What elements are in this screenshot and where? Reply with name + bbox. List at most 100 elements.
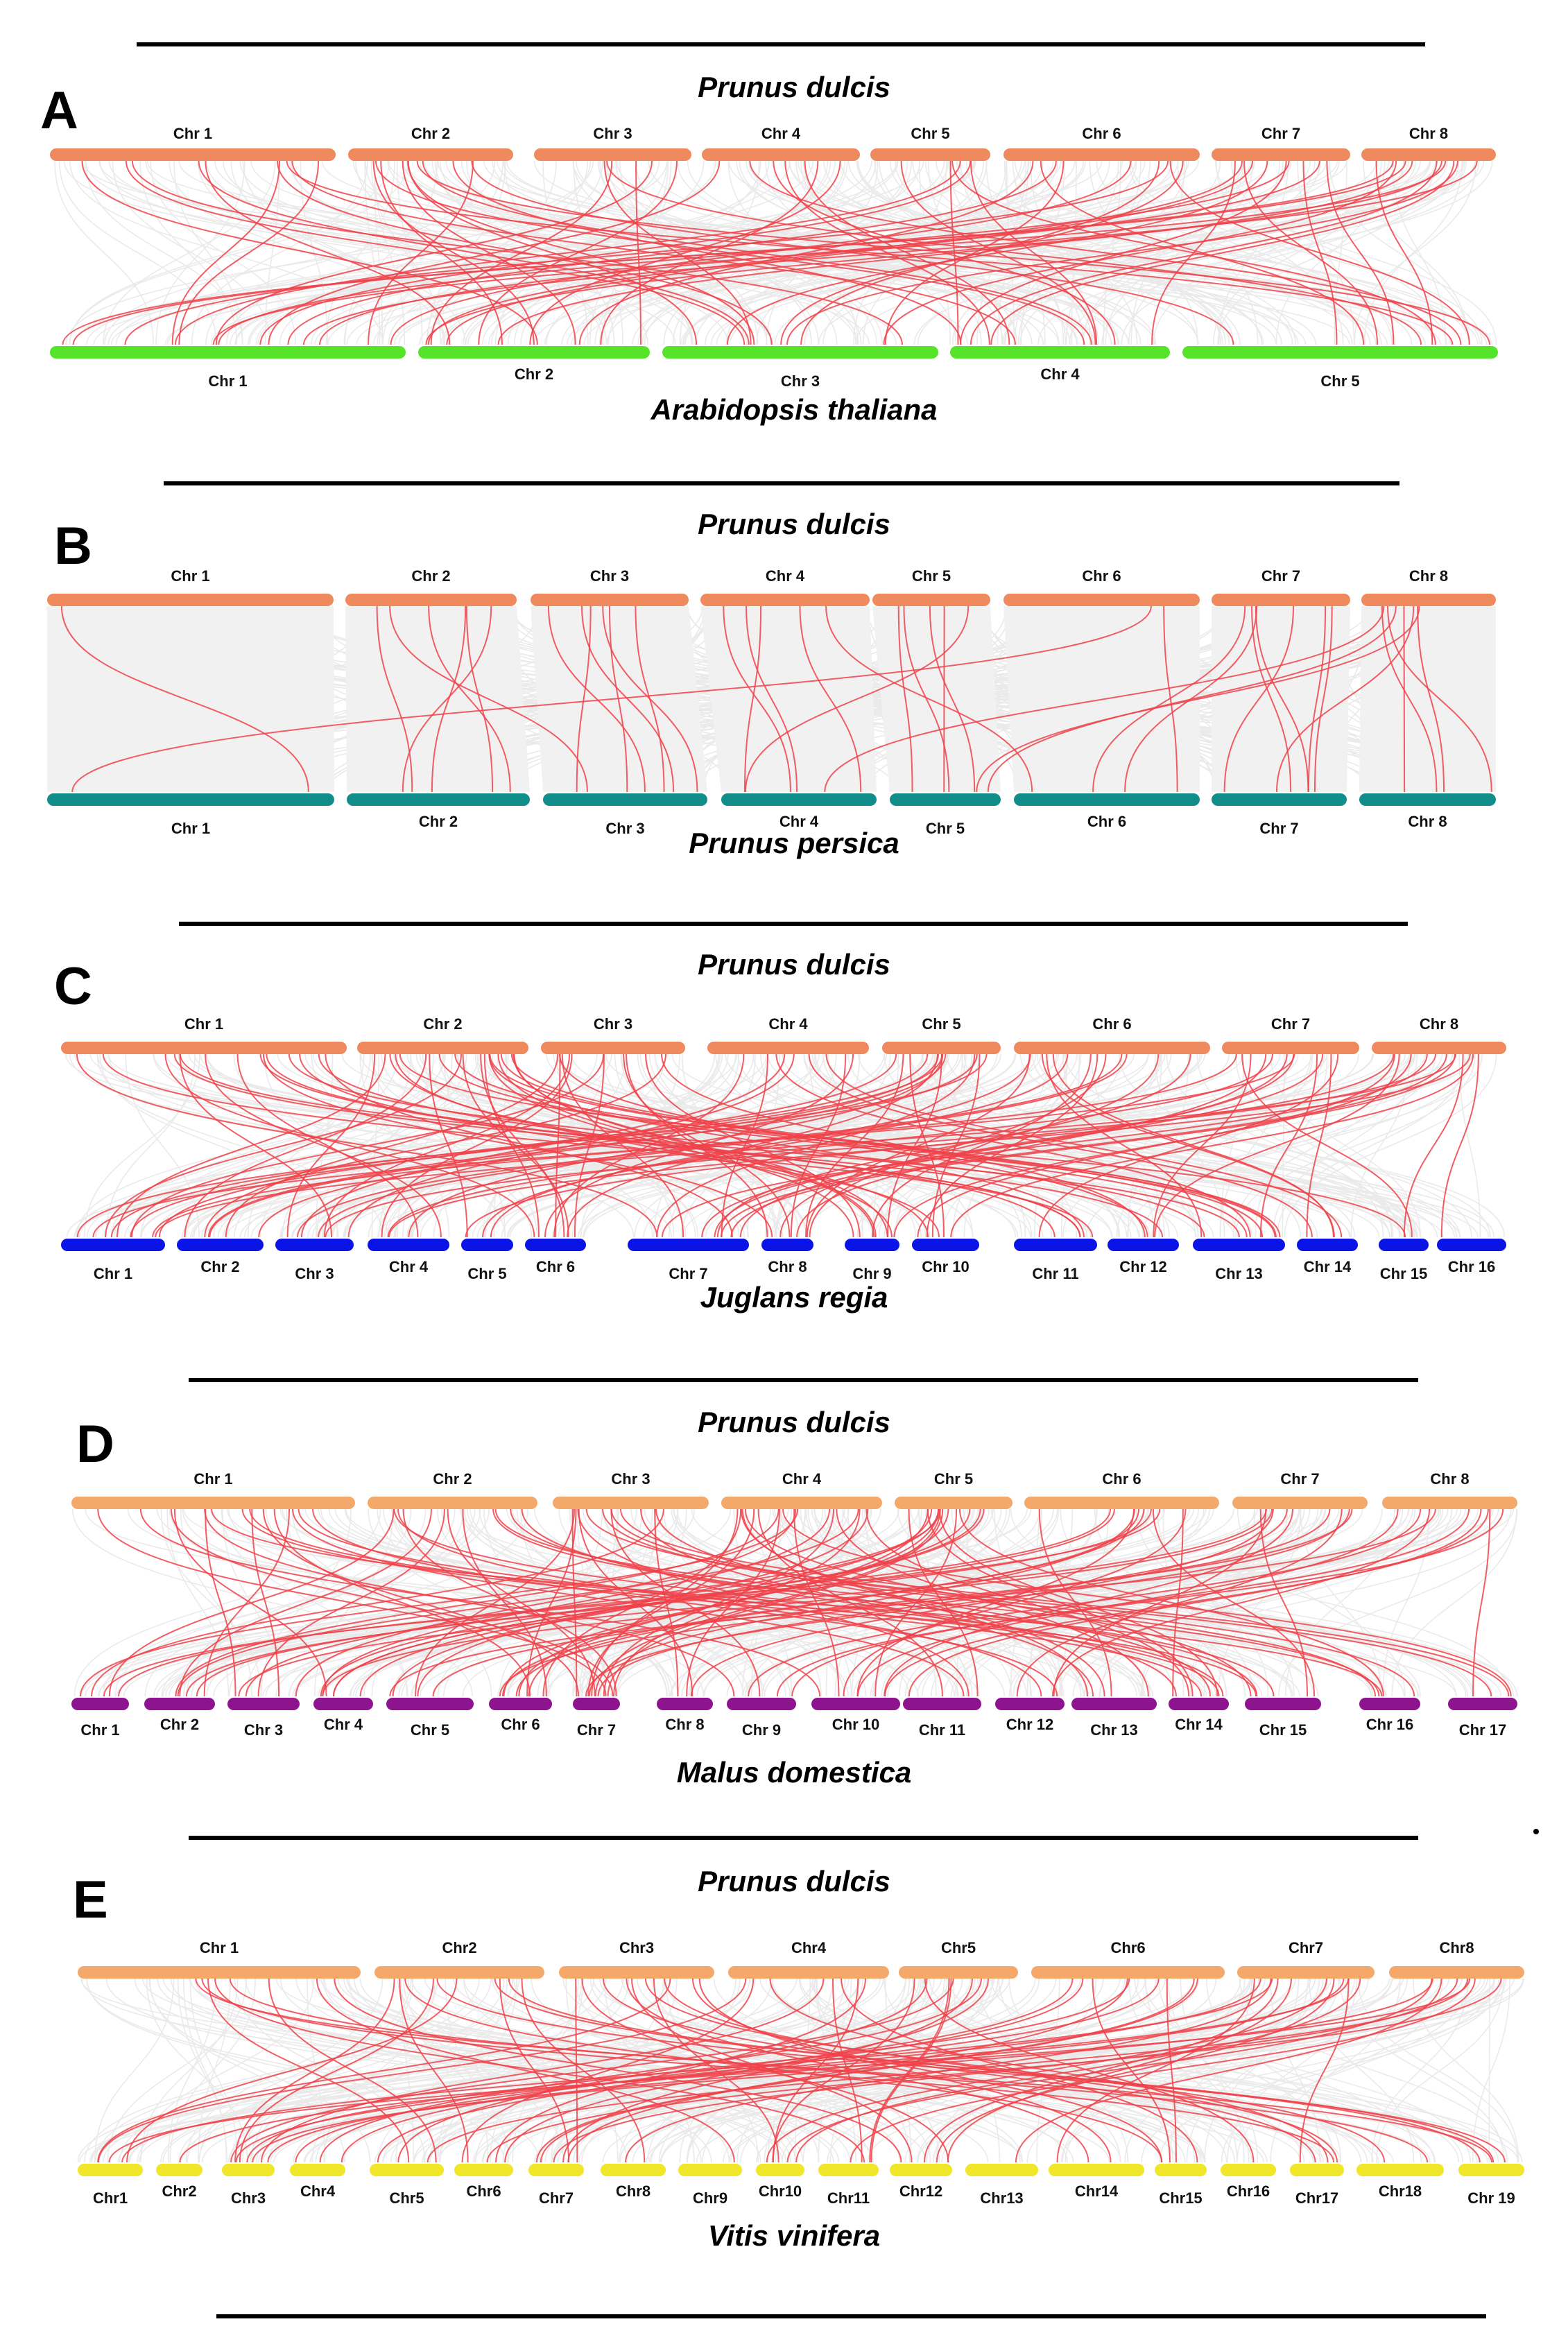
bottom-chromosome-label: Chr 15 [1259,1721,1307,1739]
bottom-chromosome-bar [995,1698,1065,1710]
bottom-chromosome-bar [156,2164,203,2176]
top-chromosome-bar [1372,1042,1506,1054]
bottom-chromosome-label: Chr8 [616,2182,651,2200]
bottom-chromosome-bar [890,793,1001,806]
panel-label: D [76,1415,114,1474]
bottom-chromosome-label: Chr 1 [80,1721,119,1739]
top-chromosome-bar [1212,148,1350,161]
collinear-block [345,606,530,792]
top-chromosome-label: Chr 2 [433,1470,472,1488]
bottom-chromosome-bar [222,2164,275,2176]
bottom-chromosome-label: Chr7 [539,2189,574,2207]
bottom-species-label: Prunus persica [689,827,899,859]
bottom-chromosome-label: Chr 11 [1032,1265,1078,1282]
top-chromosome-bar [1212,594,1350,606]
top-chromosome-label: Chr6 [1110,1939,1145,1956]
top-chromosome-bar [531,594,689,606]
top-chromosome-label: Chr 8 [1430,1470,1469,1488]
top-chromosome-bar [374,1966,544,1979]
bottom-chromosome-bar [144,1698,215,1710]
top-chromosome-label: Chr2 [442,1939,476,1956]
top-chromosome-bar [368,1497,537,1509]
panel-c: Chr 1 Chr 2 Chr 3 Chr 4 Chr 5 Chr 6 Chr 7 Chr 8… [54,922,1506,1314]
stray-dot [1533,1829,1539,1834]
bottom-chromosome-bar [573,1698,620,1710]
red-synteny-links [60,605,1492,793]
bottom-chromosome-bar [313,1698,373,1710]
top-chromosome-label: Chr5 [941,1939,976,1956]
bottom-chromosome-bar [1014,793,1200,806]
bottom-chromosome-bar [965,2164,1038,2176]
bottom-chromosome-bar [78,2164,143,2176]
top-species-label: Prunus dulcis [698,71,890,103]
top-species-label: Prunus dulcis [698,1865,890,1897]
top-chromosome-bar [559,1966,714,1979]
top-chromosome-label: Chr 6 [1102,1470,1141,1488]
bottom-species-label: Vitis vinifera [708,2219,880,2252]
bottom-chromosome-label: Chr 8 [1408,813,1447,830]
bottom-chromosome-label: Chr 12 [1006,1716,1053,1733]
bottom-chromosome-label: Chr 3 [244,1721,283,1739]
top-chromosome-label: Chr 6 [1082,125,1121,142]
bottom-chromosome-bar [386,1698,474,1710]
bottom-chromosome-label: Chr 5 [1320,372,1359,390]
top-chromosome-label: Chr 8 [1409,567,1448,585]
top-chromosome-label: Chr 3 [611,1470,650,1488]
bottom-chromosome-bar [1290,2164,1344,2176]
top-chromosome-bar [707,1042,869,1054]
bottom-chromosome-bar [61,1239,165,1251]
bottom-chromosome-bar [811,1698,900,1710]
bottom-chromosome-label: Chr 8 [768,1258,807,1275]
top-species-label: Prunus dulcis [698,948,890,981]
bottom-chromosome-label: Chr 6 [501,1716,540,1733]
bottom-chromosome-label: Chr 9 [742,1721,781,1739]
top-chromosome-label: Chr 3 [594,1015,632,1033]
bottom-chromosome-bar [1448,1698,1517,1710]
top-chromosome-label: Chr 5 [912,567,951,585]
bottom-chromosome-label: Chr 7 [577,1721,616,1739]
bottom-chromosome-bar [912,1239,979,1251]
top-chromosome-bar [1232,1497,1368,1509]
red-synteny-links [76,1053,1479,1238]
top-chromosome-label: Chr 6 [1082,567,1121,585]
bottom-chromosome-label: Chr 17 [1459,1721,1506,1739]
top-chromosome-label: Chr 7 [1280,1470,1319,1488]
top-chromosome-bar [702,148,860,161]
top-chromosome-label: Chr 4 [761,125,801,142]
bottom-chromosome-label: Chr 3 [295,1265,334,1282]
top-chromosome-label: Chr 7 [1261,567,1300,585]
top-chromosome-label: Chr 6 [1092,1015,1131,1033]
bottom-chromosome-label: Chr 1 [94,1265,132,1282]
top-chromosome-label: Chr 8 [1420,1015,1458,1033]
top-chromosome-label: Chr 1 [184,1015,223,1033]
collinear-block [872,606,1001,792]
top-chromosome-bar [1031,1966,1225,1979]
bottom-chromosome-bar [461,1239,513,1251]
top-chromosome-bar [47,594,334,606]
top-chromosome-bar [553,1497,709,1509]
bottom-chromosome-bar [950,346,1170,359]
bottom-chromosome-bar [1193,1239,1285,1251]
bottom-chromosome-label: Chr15 [1159,2189,1202,2207]
bottom-chromosome-bar [1437,1239,1506,1251]
top-chromosome-label: Chr 7 [1261,125,1300,142]
collinear-block [1359,606,1496,792]
top-chromosome-label: Chr 3 [593,125,632,142]
top-chromosome-bar [1222,1042,1359,1054]
top-chromosome-bar [1382,1497,1517,1509]
panel-d: Chr 1 Chr 2 Chr 3 Chr 4 Chr 5 Chr 6 Chr 7 Chr 8… [71,1378,1518,1789]
top-chromosome-bar [61,1042,347,1054]
top-chromosome-label: Chr 2 [423,1015,462,1033]
bottom-chromosome-bar [347,793,530,806]
bottom-chromosome-label: Chr 3 [605,820,644,837]
top-chromosome-bar [541,1042,685,1054]
bottom-chromosome-label: Chr2 [162,2182,196,2200]
bottom-chromosome-bar [1155,2164,1207,2176]
bottom-chromosome-bar [1221,2164,1276,2176]
bottom-chromosome-label: Chr 12 [1119,1258,1166,1275]
top-chromosome-bar [728,1966,889,1979]
bottom-chromosome-label: Chr 10 [922,1258,969,1275]
bottom-chromosome-label: Chr 1 [208,372,247,390]
bottom-chromosome-bar [721,793,877,806]
top-chromosome-label: Chr8 [1439,1939,1474,1956]
